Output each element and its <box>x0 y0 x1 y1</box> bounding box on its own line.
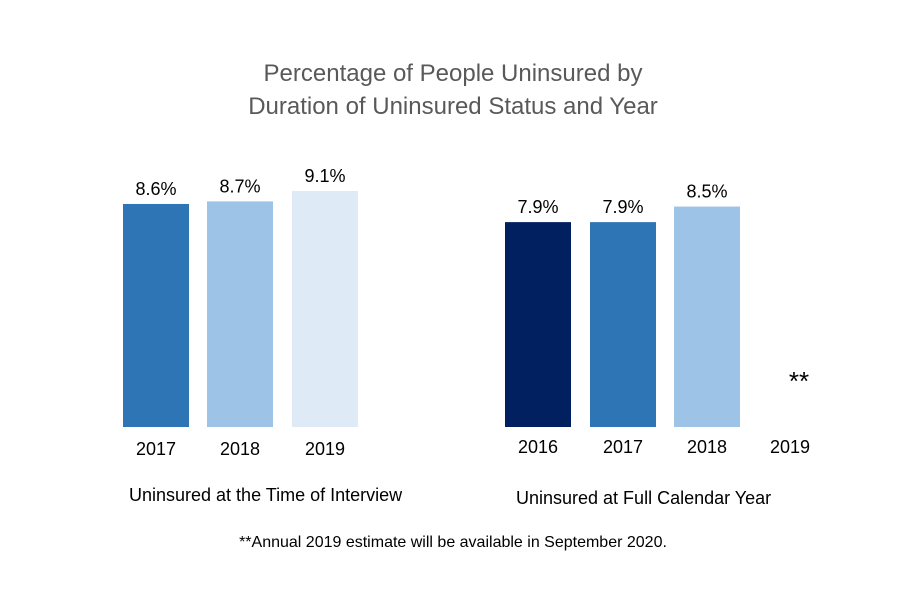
chart-title-line-1: Percentage of People Uninsured by <box>263 60 643 87</box>
bar-interview-2019 <box>292 191 358 427</box>
data-label-calendar-2018: 8.5% <box>686 182 727 202</box>
x-tick-label-calendar-2016: 2016 <box>518 437 558 457</box>
bar-interview-2018 <box>207 201 273 427</box>
footnote: **Annual 2019 estimate will be available… <box>239 534 667 551</box>
group-label-interview: Uninsured at the Time of Interview <box>129 485 403 505</box>
x-tick-label-calendar-2018: 2018 <box>687 437 727 457</box>
bar-calendar-2018 <box>674 206 740 427</box>
data-label-calendar-2017: 7.9% <box>602 197 643 217</box>
data-label-calendar-2016: 7.9% <box>517 197 558 217</box>
bar-calendar-2016 <box>505 222 571 427</box>
data-label-interview-2017: 8.6% <box>135 179 176 199</box>
bar-calendar-2017 <box>590 222 656 427</box>
x-tick-label-calendar-2017: 2017 <box>603 437 643 457</box>
group-label-calendar-year: Uninsured at Full Calendar Year <box>516 488 772 508</box>
chart-title-line-2: Duration of Uninsured Status and Year <box>248 93 658 120</box>
x-tick-label-calendar-2019: 2019 <box>770 437 810 457</box>
x-tick-label-interview-2019: 2019 <box>305 439 345 459</box>
unavailable-marker-2019: ** <box>789 366 809 396</box>
data-label-interview-2018: 8.7% <box>219 176 260 196</box>
data-label-interview-2019: 9.1% <box>304 166 345 186</box>
bar-interview-2017 <box>123 203 189 427</box>
x-tick-label-interview-2017: 2017 <box>136 439 176 459</box>
x-tick-label-interview-2018: 2018 <box>220 439 260 459</box>
